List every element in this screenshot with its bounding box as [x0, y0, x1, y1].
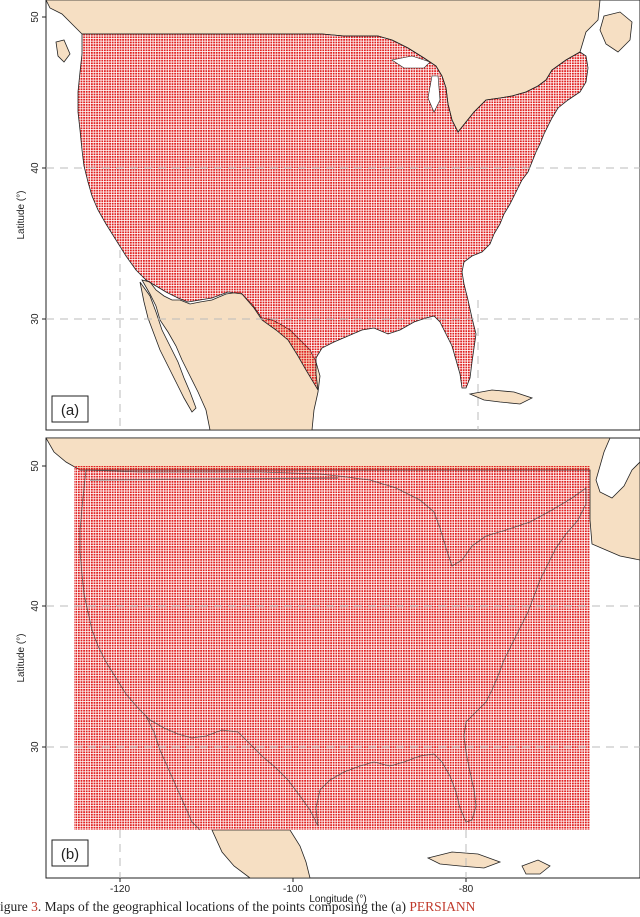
panel-b-y-axis-label: Latitude (°)	[16, 633, 27, 682]
panel-b-xtick-100: -100	[283, 884, 303, 895]
point-coverage-b	[74, 466, 590, 830]
panel-b-label-box	[51, 839, 89, 867]
caption-source-link[interactable]: PERSIANN	[409, 899, 476, 914]
panel-b-xtick-120: -120	[110, 884, 130, 895]
usa-outline-b	[79, 469, 587, 827]
land-newfoundland-a	[599, 11, 633, 53]
panel-b: 50 40 30 Latitude (°) -120 -100 -80 Long…	[16, 437, 640, 905]
land-island-a	[55, 39, 71, 63]
caption-prefix: igure	[0, 899, 28, 914]
panel-b-x-axis-label: Longitude (°)	[309, 894, 366, 905]
figure-caption: igure 3. Maps of the geographical locati…	[0, 897, 640, 917]
panel-a-ytick-40: 40	[30, 162, 41, 174]
panel-a-ytick-50: 50	[30, 11, 41, 23]
panel-b-ytick-40: 40	[30, 600, 41, 612]
panel-a-grid	[46, 167, 640, 430]
land-caribbean-b	[521, 859, 551, 875]
panel-a-ytick-30: 30	[30, 313, 41, 325]
lake-michigan-a	[427, 75, 441, 113]
land-cuba-a	[468, 389, 534, 405]
panel-b-ytick-30: 30	[30, 741, 41, 753]
panel-a: 50 40 30 Latitude (°) (a)	[16, 0, 640, 431]
panel-a-yticks	[42, 16, 46, 320]
border-line-b	[89, 477, 339, 481]
panel-b-ytick-50: 50	[30, 460, 41, 472]
panel-b-xticks	[119, 878, 467, 882]
panel-b-label: (b)	[61, 846, 79, 863]
baja-outline-b	[145, 715, 201, 831]
panel-a-label-box	[51, 395, 89, 423]
panel-a-y-axis-label: Latitude (°)	[16, 190, 27, 239]
panel-a-map	[46, 0, 633, 430]
land-cuba-b	[426, 851, 502, 869]
land-baja-a	[139, 281, 197, 413]
point-coverage-a	[77, 33, 589, 391]
panel-a-label: (a)	[61, 402, 79, 419]
caption-figure-number: 3	[31, 899, 38, 914]
caption-text: . Maps of the geographical locations of …	[37, 899, 410, 914]
panel-b-yticks	[42, 465, 46, 748]
panel-b-grid	[46, 605, 640, 878]
panel-b-xtick-80: -80	[459, 884, 474, 895]
lake-superior-a	[391, 55, 431, 69]
panel-b-map	[46, 438, 640, 878]
